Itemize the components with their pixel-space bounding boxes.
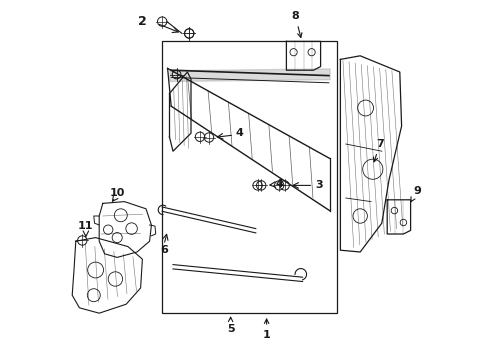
Text: 8: 8 xyxy=(292,11,302,37)
Bar xyxy=(162,41,337,313)
Text: 4: 4 xyxy=(275,179,283,189)
Text: 1: 1 xyxy=(263,319,270,340)
Text: 2: 2 xyxy=(138,15,147,28)
Text: 3: 3 xyxy=(315,180,322,190)
Text: 5: 5 xyxy=(227,317,234,334)
Text: 6: 6 xyxy=(160,245,168,255)
Text: 9: 9 xyxy=(411,186,421,202)
Text: 7: 7 xyxy=(373,139,384,162)
Text: 11: 11 xyxy=(78,221,94,231)
Text: 10: 10 xyxy=(109,188,125,198)
Text: 4: 4 xyxy=(236,128,244,138)
